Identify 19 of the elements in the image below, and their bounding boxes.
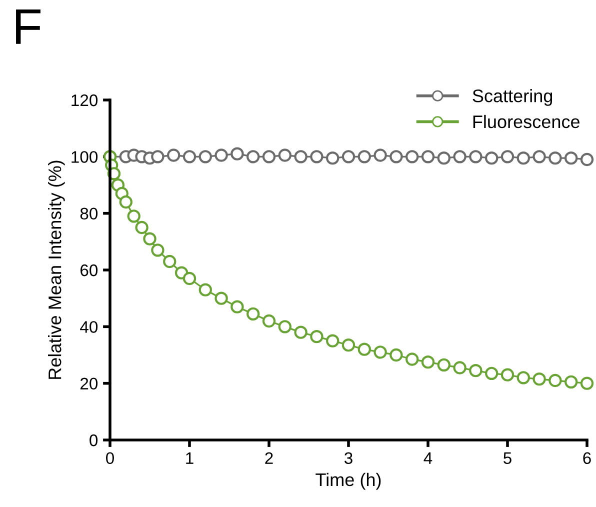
x-tick-label: 3	[344, 452, 352, 464]
y-tick-label: 100	[72, 151, 98, 163]
x-axis-title: Time (h)	[316, 472, 381, 490]
y-tick-label: 120	[72, 94, 98, 106]
legend-label: Scattering	[472, 89, 552, 106]
y-tick-label: 0	[90, 434, 98, 446]
x-tick-label: 5	[504, 452, 512, 464]
x-tick-label: 1	[186, 452, 194, 464]
x-tick-label: 6	[583, 452, 591, 464]
text: F	[16, 9, 40, 44]
x-tick-label: 4	[424, 452, 432, 464]
x-tick-label: 0	[106, 452, 114, 464]
y-tick-label: 40	[80, 321, 98, 333]
y-tick-label: 20	[80, 378, 98, 390]
legend-label: Fluorescence	[473, 114, 580, 128]
y-tick-label: 80	[80, 208, 98, 220]
y-axis-title: Relative Mean Intensity (%)	[48, 160, 65, 379]
y-tick-label: 60	[80, 264, 98, 276]
x-tick-label: 2	[265, 452, 273, 464]
